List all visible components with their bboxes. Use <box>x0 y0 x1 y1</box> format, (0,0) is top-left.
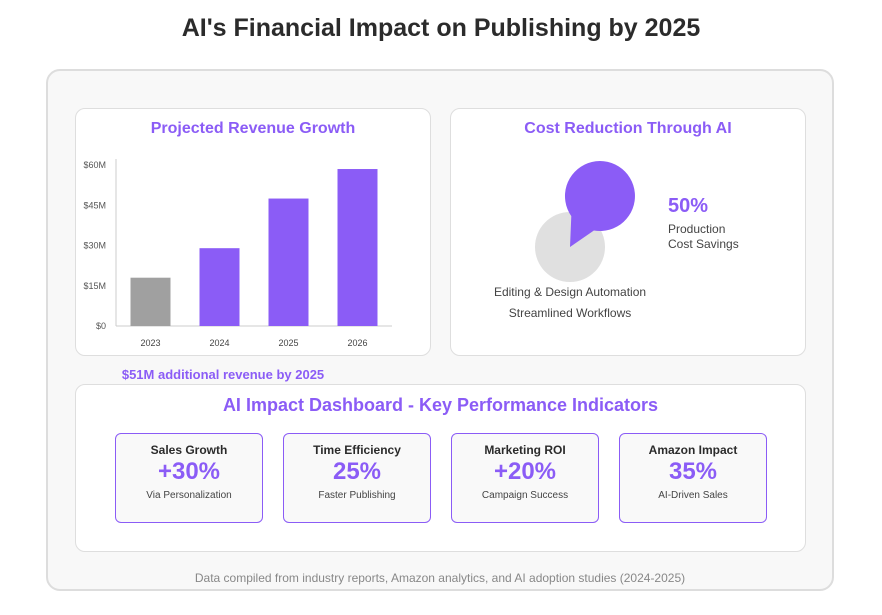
kpi-subtitle: Via Personalization <box>146 490 232 501</box>
cost-reduction-card: Cost Reduction Through AI 50% Production… <box>450 108 806 356</box>
kpi-value: +30% <box>157 458 221 485</box>
savings-percent: 50% <box>668 195 709 217</box>
x-tick-label: 2023 <box>140 338 160 348</box>
kpi-value: +20% <box>493 458 557 485</box>
x-tick-label: 2025 <box>278 338 298 348</box>
kpi-subtitle: Faster Publishing <box>318 490 396 501</box>
cost-caption-workflows: Streamlined Workflows <box>508 306 632 320</box>
y-tick-label: $0 <box>96 321 106 331</box>
y-tick-label: $15M <box>83 281 106 291</box>
pie-slice-savings <box>564 161 635 247</box>
kpi-subtitle: Campaign Success <box>481 490 569 501</box>
bar-2023 <box>130 277 171 326</box>
y-tick-label: $60M <box>83 160 106 170</box>
kpi-marketing-roi: Marketing ROI +20% Campaign Success <box>451 433 599 523</box>
cost-caption-automation: Editing & Design Automation <box>493 285 647 299</box>
cost-pie-chart <box>535 161 635 282</box>
kpi-title: Amazon Impact <box>648 443 738 457</box>
y-tick-label: $30M <box>83 241 106 251</box>
kpi-subtitle: AI-Driven Sales <box>658 490 728 501</box>
bar-2026 <box>337 169 378 326</box>
revenue-chart-title: Projected Revenue Growth <box>150 120 356 137</box>
kpi-sales-growth: Sales Growth +30% Via Personalization <box>115 433 263 523</box>
kpi-title: Time Efficiency <box>313 443 401 457</box>
footer-source-note: Data compiled from industry reports, Ama… <box>194 571 686 585</box>
savings-label-line-1: Production <box>668 222 726 236</box>
kpi-title: Sales Growth <box>150 443 228 457</box>
x-tick-label: 2026 <box>347 338 367 348</box>
kpi-value: 35% <box>668 458 718 485</box>
page-title: AI's Financial Impact on Publishing by 2… <box>181 14 701 42</box>
kpi-time-efficiency: Time Efficiency 25% Faster Publishing <box>283 433 431 523</box>
x-tick-label: 2024 <box>209 338 229 348</box>
revenue-chart-card: Projected Revenue Growth $0 $15M $30M $45M $… <box>75 108 431 356</box>
bar-2024 <box>199 248 240 326</box>
kpi-title: Marketing ROI <box>484 443 566 457</box>
kpi-amazon-impact: Amazon Impact 35% AI-Driven Sales <box>619 433 767 523</box>
cost-reduction-title: Cost Reduction Through AI <box>524 120 732 137</box>
revenue-note: $51M additional revenue by 2025 <box>121 367 325 382</box>
bar-2025 <box>268 198 309 326</box>
y-tick-label: $45M <box>83 200 106 210</box>
revenue-bar-chart: $0 $15M $30M $45M $60M 2023 2024 2025 2026 <box>83 159 392 348</box>
savings-label-line-2: Cost Savings <box>668 237 739 251</box>
kpi-dashboard-title: AI Impact Dashboard - Key Performance In… <box>222 395 659 415</box>
kpi-value: 25% <box>332 458 382 485</box>
savings-label: Production Cost Savings <box>668 222 778 252</box>
kpi-dashboard-card: AI Impact Dashboard - Key Performance In… <box>75 384 806 552</box>
